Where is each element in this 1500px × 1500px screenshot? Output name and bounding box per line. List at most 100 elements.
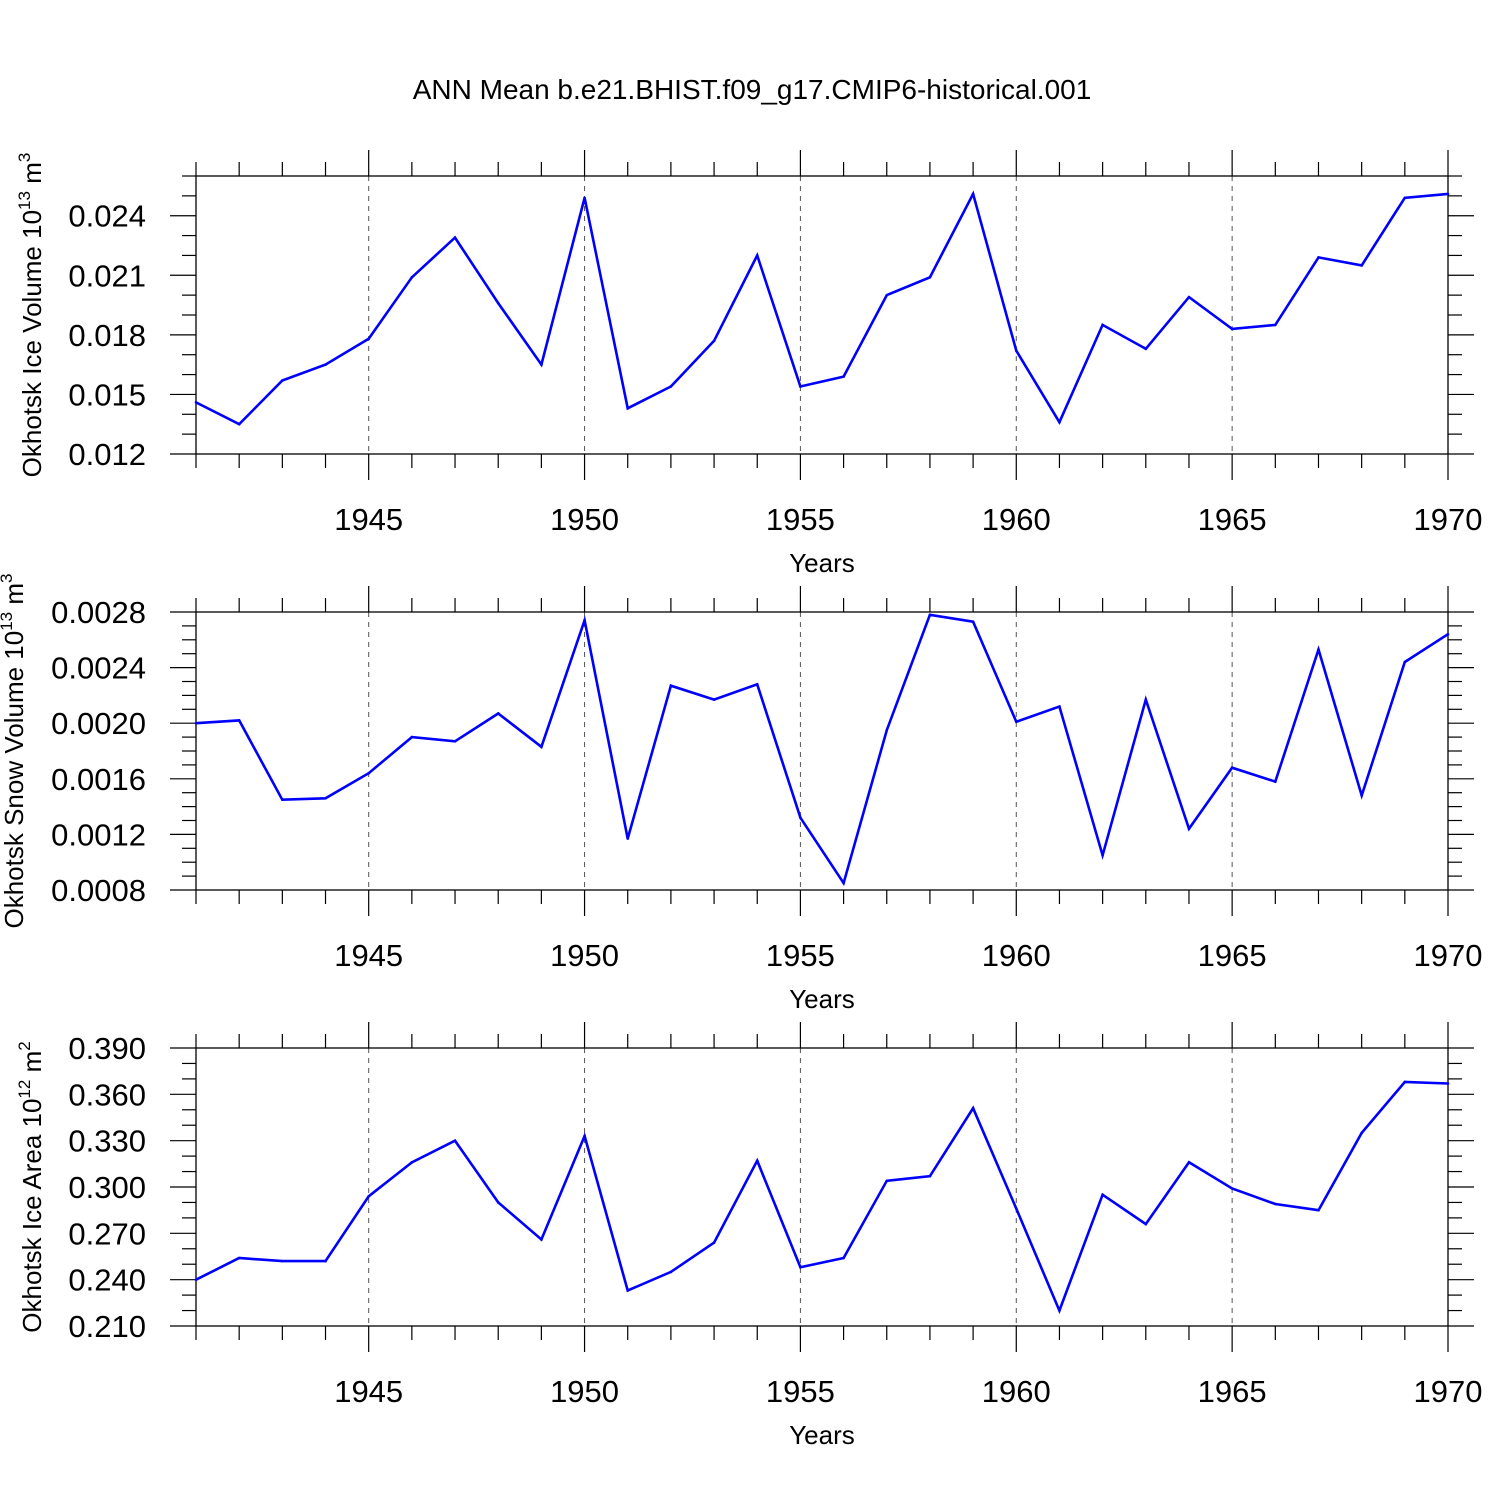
data-point xyxy=(1360,794,1363,797)
data-point xyxy=(885,1179,889,1183)
series-line xyxy=(195,1080,1449,1315)
panel-ice-volume: 1945 1950 1955 1960 1965 1970 0.012 0.015 0.018 0… xyxy=(15,150,1482,578)
x-tick-label: 1950 xyxy=(550,1374,619,1409)
data-point xyxy=(626,1289,630,1292)
x-tick-label: 1970 xyxy=(1414,938,1483,973)
data-point xyxy=(281,798,284,801)
y-tick-label: 0.240 xyxy=(68,1263,146,1298)
data-point xyxy=(1446,192,1450,196)
data-point xyxy=(885,728,889,732)
x-tick-label: 1955 xyxy=(766,1374,835,1409)
x-axis-label: Years xyxy=(789,984,855,1014)
data-point xyxy=(324,363,327,366)
panel-ice-area: 1945 1950 1955 1960 1965 1970 0.210 0.240 0.270 0… xyxy=(15,1022,1482,1450)
data-point xyxy=(1230,1187,1234,1190)
y-tick-label: 0.270 xyxy=(68,1216,146,1251)
data-point xyxy=(1187,1160,1191,1164)
y-tick-label: 0.0028 xyxy=(51,595,146,630)
data-point xyxy=(799,385,802,388)
series-line xyxy=(195,613,1449,887)
data-point xyxy=(1014,349,1018,353)
data-point xyxy=(1360,1131,1363,1135)
data-point xyxy=(237,422,241,426)
data-point xyxy=(540,363,543,366)
data-point xyxy=(194,401,198,404)
x-tick-label: 1955 xyxy=(766,502,835,537)
data-point xyxy=(237,1256,241,1260)
data-point xyxy=(971,1106,975,1110)
x-tick-label: 1955 xyxy=(766,938,835,973)
data-point xyxy=(453,236,457,239)
data-point xyxy=(410,1160,414,1164)
data-point xyxy=(928,613,932,617)
data-point xyxy=(1274,1202,1277,1206)
data-point xyxy=(1317,1208,1320,1212)
data-point xyxy=(669,684,673,687)
data-point xyxy=(1101,1193,1104,1197)
y-tick-label: 0.300 xyxy=(68,1170,146,1205)
data-point xyxy=(842,375,845,378)
data-point xyxy=(712,339,716,343)
chart-panels: 1945 1950 1955 1960 1965 1970 0.012 0.015 0.018 0… xyxy=(0,150,1482,1450)
y-tick-label: 0.0020 xyxy=(51,706,146,741)
data-point xyxy=(1187,295,1191,299)
data-point xyxy=(496,712,500,715)
data-point xyxy=(1144,698,1148,701)
x-tick-label: 1960 xyxy=(982,502,1051,537)
x-tick-label: 1945 xyxy=(334,1374,403,1409)
x-tick-label: 1945 xyxy=(334,502,403,537)
data-point xyxy=(1058,1309,1061,1312)
data-point xyxy=(583,1134,586,1138)
x-axis-label: Years xyxy=(789,548,855,578)
data-point xyxy=(496,301,500,305)
y-tick-label: 0.015 xyxy=(68,377,146,412)
x-tick-label: 1950 xyxy=(550,502,619,537)
y-tick-label: 0.0024 xyxy=(51,651,146,686)
data-point xyxy=(971,620,975,624)
data-point xyxy=(1403,660,1407,664)
data-point xyxy=(1230,327,1234,331)
data-point xyxy=(799,816,802,820)
data-point xyxy=(583,196,586,200)
data-point xyxy=(1014,1207,1018,1210)
x-tick-label: 1970 xyxy=(1414,1374,1483,1409)
data-point xyxy=(842,881,845,885)
plot-frame xyxy=(195,1047,1449,1327)
data-point xyxy=(885,293,889,297)
data-point xyxy=(669,1270,673,1274)
data-point xyxy=(712,1241,716,1244)
data-point xyxy=(971,192,975,196)
data-point xyxy=(194,721,198,725)
data-point xyxy=(281,1259,284,1263)
data-point xyxy=(928,275,932,279)
y-axis-label: Okhotsk Ice Area 1012 m2 xyxy=(15,1041,47,1332)
data-point xyxy=(410,275,414,279)
y-tick-label: 0.390 xyxy=(68,1031,146,1066)
data-point xyxy=(669,385,673,388)
data-point xyxy=(1446,1082,1450,1085)
y-axis-label: Okhotsk Snow Volume 1013 m3 xyxy=(0,574,29,929)
y-tick-label: 0.018 xyxy=(68,318,146,353)
data-point xyxy=(1058,705,1061,708)
y-tick-label: 0.360 xyxy=(68,1077,146,1112)
y-tick-label: 0.330 xyxy=(68,1124,146,1159)
data-point xyxy=(194,1278,198,1281)
x-tick-label: 1960 xyxy=(982,1374,1051,1409)
data-point xyxy=(453,739,457,743)
data-point xyxy=(496,1201,500,1204)
data-point xyxy=(1317,648,1320,651)
data-point xyxy=(367,771,370,775)
data-point xyxy=(1274,780,1277,783)
data-point xyxy=(842,1256,845,1260)
data-point xyxy=(367,337,370,341)
chart-title: ANN Mean b.e21.BHIST.f09_g17.CMIP6-histo… xyxy=(413,74,1092,105)
data-point xyxy=(1403,1080,1407,1084)
x-tick-label: 1965 xyxy=(1198,502,1267,537)
data-point xyxy=(1230,766,1234,769)
data-point xyxy=(1187,827,1191,831)
data-point xyxy=(583,619,586,622)
y-tick-label: 0.210 xyxy=(68,1309,146,1344)
panel-snow-volume: 1945 1950 1955 1960 1965 1970 0.0008 0.0012 0.00… xyxy=(0,574,1482,1015)
x-tick-label: 1960 xyxy=(982,938,1051,973)
